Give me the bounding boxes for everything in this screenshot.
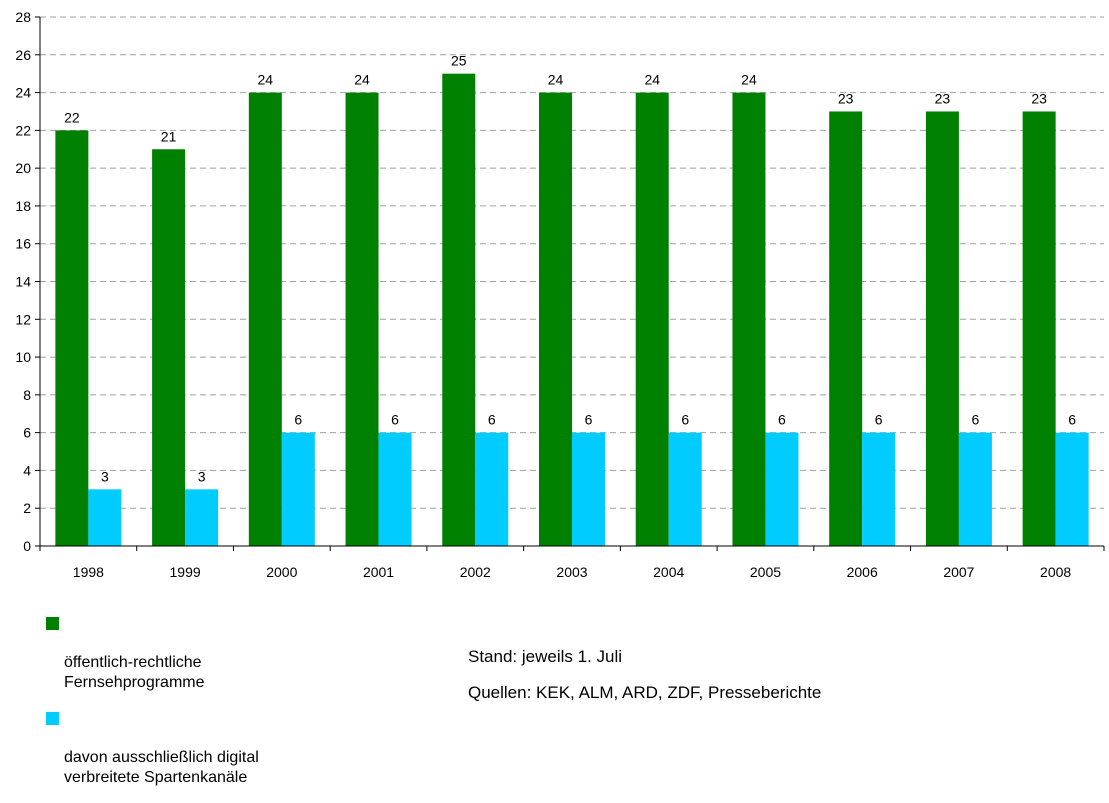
- legend-swatch-cyan: [46, 712, 59, 725]
- data-label: 24: [741, 72, 757, 88]
- legend-item-public-programs: öffentlich-rechtliche Fernsehprogramme: [46, 613, 326, 693]
- legend-label: davon ausschließlich digital verbreitete…: [64, 749, 259, 786]
- bar-2006-series-2: [862, 432, 896, 546]
- legend-swatch-green: [46, 617, 59, 630]
- bars: [55, 73, 1089, 547]
- x-tick-label: 2001: [363, 564, 394, 580]
- data-label: 6: [681, 412, 689, 428]
- y-tick-label: 2: [23, 500, 31, 516]
- bar-2006-series-1: [829, 111, 863, 546]
- y-tick-label: 16: [15, 236, 31, 252]
- bar-2002-series-2: [475, 432, 509, 546]
- data-label: 6: [972, 412, 980, 428]
- x-axis-ticks: 1998 1999 2000 2001 2002 2003 2004 2005 2006 2007…: [39, 546, 1105, 580]
- x-tick-label: 2006: [847, 564, 878, 580]
- legend: öffentlich-rechtliche Fernsehprogramme d…: [46, 613, 326, 803]
- data-label: 24: [258, 72, 274, 88]
- x-tick-label: 2005: [750, 564, 781, 580]
- data-label: 6: [875, 412, 883, 428]
- note-sources: Quellen: KEK, ALM, ARD, ZDF, Presseberic…: [468, 683, 822, 702]
- data-label: 24: [644, 72, 660, 88]
- bar-1998-series-2: [88, 489, 122, 546]
- data-label: 24: [548, 72, 564, 88]
- bar-1999-series-1: [152, 149, 186, 546]
- data-label: 3: [198, 468, 206, 484]
- y-tick-label: 22: [15, 122, 31, 138]
- bar-2008-series-2: [1055, 432, 1089, 546]
- note-stand: Stand: jeweils 1. Juli: [468, 647, 623, 666]
- bar-2002-series-1: [442, 73, 476, 546]
- data-label: 24: [354, 72, 370, 88]
- data-label: 23: [935, 90, 951, 106]
- data-label: 6: [778, 412, 786, 428]
- data-label: 6: [488, 412, 496, 428]
- bar-2008-series-1: [1022, 111, 1056, 546]
- bar-1999-series-2: [185, 489, 219, 546]
- bar-2003-series-1: [539, 92, 572, 547]
- y-tick-label: 0: [23, 538, 31, 554]
- data-label: 3: [101, 468, 109, 484]
- legend-label: öffentlich-rechtliche Fernsehprogramme: [64, 654, 205, 691]
- y-tick-label: 8: [23, 387, 31, 403]
- bar-2007-series-2: [958, 432, 992, 546]
- x-tick-label: 1999: [170, 564, 201, 580]
- y-tick-label: 28: [15, 9, 31, 25]
- y-tick-label: 26: [15, 47, 31, 63]
- bar-2001-series-2: [378, 432, 412, 546]
- data-label: 22: [64, 109, 80, 125]
- bar-2007-series-1: [925, 111, 959, 546]
- y-tick-label: 20: [15, 160, 31, 176]
- data-label: 6: [391, 412, 399, 428]
- bar-2005-series-2: [765, 432, 799, 546]
- x-tick-label: 2008: [1040, 564, 1071, 580]
- bar-2004-series-1: [635, 92, 669, 547]
- y-tick-label: 10: [15, 349, 31, 365]
- y-tick-label: 18: [15, 198, 31, 214]
- bar-2001-series-1: [345, 92, 379, 547]
- x-tick-label: 1998: [73, 564, 104, 580]
- bar-2003-series-2: [572, 432, 605, 546]
- data-label: 6: [294, 412, 302, 428]
- x-tick-label: 2004: [653, 564, 684, 580]
- data-label: 23: [838, 90, 854, 106]
- bar-2000-series-2: [281, 432, 315, 546]
- x-tick-label: 2000: [266, 564, 297, 580]
- data-labels: 22 3 21 3 24 6 24 6 25 6 24 6 24 6 24 6 23 6 23 6 23 6: [64, 53, 1076, 485]
- y-tick-label: 6: [23, 425, 31, 441]
- data-label: 6: [585, 412, 593, 428]
- bar-2000-series-1: [248, 92, 282, 547]
- bar-1998-series-1: [55, 130, 89, 546]
- data-label: 23: [1031, 90, 1047, 106]
- data-label: 21: [161, 128, 177, 144]
- legend-item-digital-channels: davon ausschließlich digital verbreitete…: [46, 708, 326, 788]
- y-tick-label: 4: [23, 462, 31, 478]
- x-tick-label: 2002: [460, 564, 491, 580]
- data-label: 6: [1068, 412, 1076, 428]
- x-tick-label: 2003: [556, 564, 587, 580]
- bar-2005-series-1: [732, 92, 766, 547]
- y-tick-label: 12: [15, 311, 31, 327]
- y-tick-label: 14: [15, 274, 31, 290]
- data-label: 25: [451, 53, 467, 69]
- y-tick-label: 24: [15, 85, 31, 101]
- bar-2004-series-2: [668, 432, 702, 546]
- x-tick-label: 2007: [943, 564, 974, 580]
- chart-notes: Stand: jeweils 1. Juli Quellen: KEK, ALM…: [468, 647, 821, 719]
